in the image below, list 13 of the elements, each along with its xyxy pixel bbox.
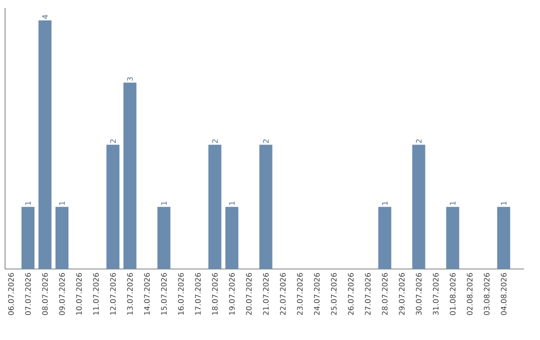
- bar: [55, 206, 68, 269]
- bar: [497, 206, 510, 269]
- bar: [225, 206, 238, 269]
- bar: [21, 206, 34, 269]
- bar: [106, 144, 120, 269]
- bar: [123, 82, 136, 269]
- bar: [157, 206, 170, 269]
- bar: [446, 206, 460, 269]
- bar: [378, 206, 392, 269]
- bar: [412, 144, 426, 269]
- bar: [38, 20, 52, 269]
- bar: [208, 144, 222, 269]
- bar: [259, 144, 272, 269]
